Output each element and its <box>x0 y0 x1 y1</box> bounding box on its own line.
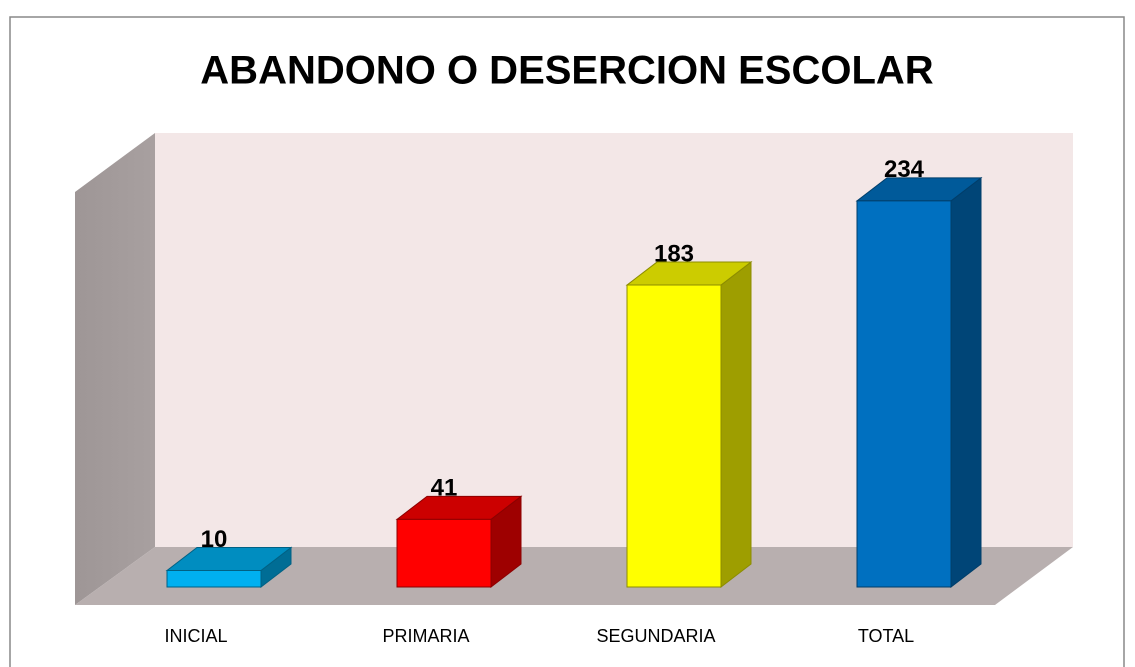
bar-front <box>856 200 952 588</box>
bar-front <box>626 284 722 588</box>
bar <box>165 546 293 589</box>
x-tick-label: SEGUNDARIA <box>596 626 715 646</box>
data-label: 41 <box>431 475 458 502</box>
side-wall <box>75 133 155 605</box>
bar-side <box>950 176 982 589</box>
x-tick-label: PRIMARIA <box>382 626 469 646</box>
x-tick-label: INICIAL <box>164 626 227 646</box>
bar-side <box>720 261 752 589</box>
x-tick-label: TOTAL <box>858 626 914 646</box>
bar <box>625 261 753 589</box>
chart-title: ABANDONO O DESERCION ESCOLAR <box>200 49 933 93</box>
bar-front <box>396 518 492 588</box>
floor <box>75 547 1073 605</box>
data-label: 183 <box>654 240 694 267</box>
back-wall <box>155 133 1073 547</box>
bar-front <box>166 570 262 588</box>
bar <box>395 495 523 589</box>
bar <box>855 176 983 589</box>
data-label: 234 <box>884 156 925 183</box>
data-label: 10 <box>201 526 228 553</box>
